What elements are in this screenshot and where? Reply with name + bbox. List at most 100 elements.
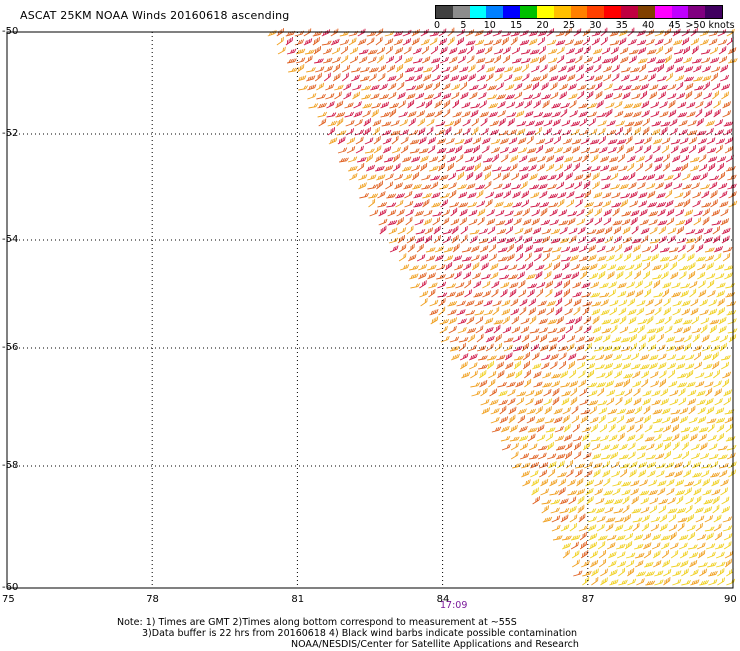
wind-barb <box>512 345 523 352</box>
wind-barb <box>547 48 558 55</box>
wind-barb <box>462 256 472 262</box>
wind-barb <box>543 119 553 127</box>
wind-barb <box>468 218 478 226</box>
wind-barb <box>711 66 721 73</box>
wind-barb <box>635 162 643 172</box>
wind-barb <box>584 470 593 478</box>
wind-barb <box>575 336 585 343</box>
wind-barb <box>524 110 534 118</box>
wind-barb <box>546 39 557 46</box>
wind-barb <box>522 351 530 361</box>
wind-barb <box>488 253 497 262</box>
wind-barb <box>670 145 679 154</box>
wind-barb <box>491 288 499 298</box>
wind-barb <box>351 74 360 82</box>
wind-barb <box>470 103 481 109</box>
wind-barb <box>713 100 721 109</box>
wind-barb <box>414 219 424 226</box>
wind-barb <box>709 319 720 325</box>
wind-barb <box>506 371 516 379</box>
wind-barb <box>513 210 523 217</box>
wind-barb <box>623 103 634 109</box>
wind-barb <box>606 129 617 136</box>
wind-barb <box>493 54 502 64</box>
wind-barb <box>653 433 662 442</box>
wind-barb <box>562 273 572 280</box>
wind-barb <box>409 148 420 154</box>
wind-barb <box>725 423 733 433</box>
wind-barb <box>719 190 728 199</box>
wind-barb <box>679 415 688 424</box>
wind-barb <box>587 369 595 379</box>
wind-barb <box>617 424 626 433</box>
wind-barb <box>728 58 738 64</box>
wind-barb <box>726 301 737 307</box>
wind-barb <box>343 91 352 100</box>
wind-barb <box>421 184 432 190</box>
wind-barb <box>657 353 667 361</box>
wind-barb <box>497 110 506 118</box>
wind-barb <box>690 298 699 307</box>
wind-barb <box>397 92 406 100</box>
wind-barb <box>523 83 533 91</box>
wind-barb <box>701 202 712 208</box>
wind-barb <box>378 218 388 226</box>
wind-barb <box>398 100 406 109</box>
wind-barb <box>562 138 572 145</box>
wind-barb <box>662 153 670 163</box>
wind-barb <box>670 416 680 424</box>
wind-barb <box>412 183 422 190</box>
wind-barb <box>655 46 664 55</box>
wind-barb <box>644 280 653 289</box>
wind-barb <box>566 343 575 352</box>
wind-barb <box>554 435 565 442</box>
wind-barb <box>419 280 427 289</box>
wind-barb <box>574 181 582 190</box>
wind-barb <box>580 550 589 559</box>
wind-barb <box>499 405 507 415</box>
wind-barb <box>463 263 472 271</box>
wind-barb <box>642 261 650 271</box>
wind-barb <box>528 30 539 37</box>
wind-barb <box>584 189 592 199</box>
wind-barb <box>514 91 523 100</box>
wind-barb <box>654 579 664 586</box>
wind-barb <box>314 58 324 64</box>
wind-barb <box>581 292 592 298</box>
wind-barb <box>481 407 491 415</box>
wind-barb <box>322 48 332 55</box>
wind-barb <box>572 162 580 172</box>
wind-barb <box>521 334 530 343</box>
wind-barb <box>409 265 419 271</box>
wind-barb <box>622 504 630 514</box>
wind-barb <box>518 280 526 289</box>
wind-barb <box>661 137 671 145</box>
wind-barb <box>530 470 539 478</box>
wind-barb <box>646 182 656 190</box>
wind-barb <box>502 316 510 325</box>
wind-barb <box>630 75 640 82</box>
wind-barb <box>454 264 464 271</box>
wind-barb <box>672 441 680 451</box>
wind-barb <box>520 326 530 334</box>
wind-barb <box>669 389 679 397</box>
wind-barb <box>368 198 376 208</box>
wind-barb <box>673 183 683 190</box>
wind-barb <box>634 416 644 424</box>
wind-barb <box>626 290 636 298</box>
wind-barb <box>605 246 616 253</box>
wind-barb <box>431 192 441 199</box>
wind-barb <box>709 325 717 334</box>
wind-barb <box>466 172 474 181</box>
wind-barb <box>429 165 439 172</box>
wind-barb <box>663 577 671 586</box>
wind-barb <box>723 541 732 550</box>
wind-barb <box>719 469 728 478</box>
wind-barb <box>485 199 493 208</box>
wind-barb <box>660 535 671 541</box>
wind-barb <box>615 543 626 550</box>
wind-barb <box>553 273 563 280</box>
wind-barb <box>659 523 668 532</box>
wind-barb <box>610 46 619 55</box>
wind-barb <box>537 300 547 307</box>
